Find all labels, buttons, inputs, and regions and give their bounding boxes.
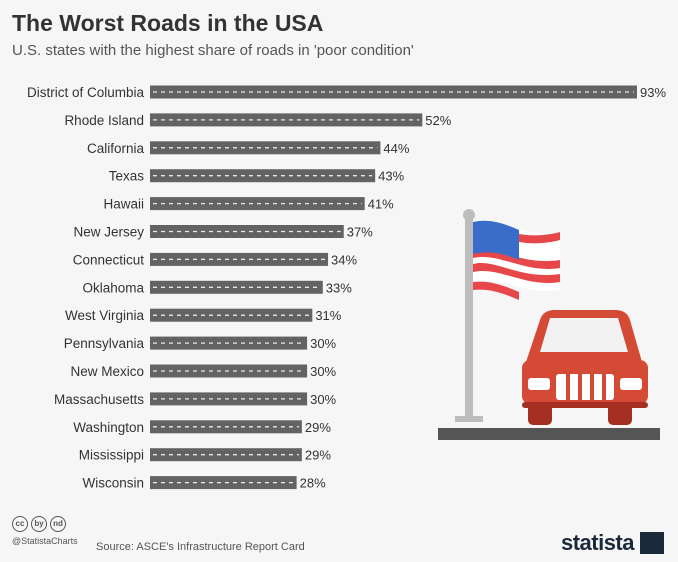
- chart-title: The Worst Roads in the USA: [12, 10, 324, 36]
- bar: [150, 476, 297, 490]
- category-label: Washington: [73, 420, 144, 435]
- category-label: Connecticut: [73, 252, 145, 267]
- statista-logo: statista: [560, 530, 635, 555]
- value-label: 31%: [315, 308, 341, 323]
- attribution-icon: by: [31, 516, 47, 532]
- car-illustration: [438, 310, 660, 440]
- value-label: 33%: [326, 280, 352, 295]
- value-label: 30%: [310, 336, 336, 351]
- chart-subtitle: U.S. states with the highest share of ro…: [12, 42, 414, 59]
- value-label: 30%: [310, 364, 336, 379]
- value-label: 44%: [383, 141, 409, 156]
- value-label: 37%: [347, 225, 373, 240]
- statista-logo-mark: [640, 532, 664, 554]
- value-label: 29%: [305, 420, 331, 435]
- source-note: Source: ASCE's Infrastructure Report Car…: [96, 541, 305, 553]
- category-label: New Jersey: [73, 225, 144, 240]
- category-label: Wisconsin: [82, 476, 144, 491]
- no-derivatives-icon: nd: [50, 516, 66, 532]
- value-label: 52%: [425, 113, 451, 128]
- bar: [150, 225, 344, 238]
- value-label: 43%: [378, 169, 404, 184]
- category-label: Pennsylvania: [64, 336, 145, 351]
- bar: [150, 169, 376, 183]
- category-label: Oklahoma: [82, 280, 144, 295]
- category-label: District of Columbia: [27, 85, 145, 100]
- value-label: 30%: [310, 392, 336, 407]
- value-label: 93%: [640, 85, 666, 100]
- bar: [150, 308, 313, 322]
- category-label: Massachusetts: [54, 392, 144, 407]
- value-label: 41%: [368, 197, 394, 212]
- value-label: 28%: [300, 476, 326, 491]
- category-label: West Virginia: [65, 308, 145, 323]
- footer-license: cc by nd @StatistaCharts: [12, 516, 78, 546]
- category-label: New Mexico: [70, 364, 144, 379]
- bar-chart: District of Columbia 93% Rhode Island 52% Ca…: [27, 85, 666, 491]
- category-label: Rhode Island: [64, 113, 144, 128]
- category-label: Hawaii: [103, 197, 144, 212]
- category-label: Mississippi: [79, 448, 144, 463]
- cc-license-icon: cc: [12, 516, 28, 532]
- category-label: Texas: [109, 169, 145, 184]
- twitter-handle: @StatistaCharts: [12, 536, 78, 546]
- category-label: California: [87, 141, 145, 156]
- bar: [150, 113, 423, 127]
- value-label: 29%: [305, 448, 331, 463]
- flag-illustration: [455, 209, 560, 422]
- bar: [150, 252, 329, 266]
- value-label: 34%: [331, 252, 357, 267]
